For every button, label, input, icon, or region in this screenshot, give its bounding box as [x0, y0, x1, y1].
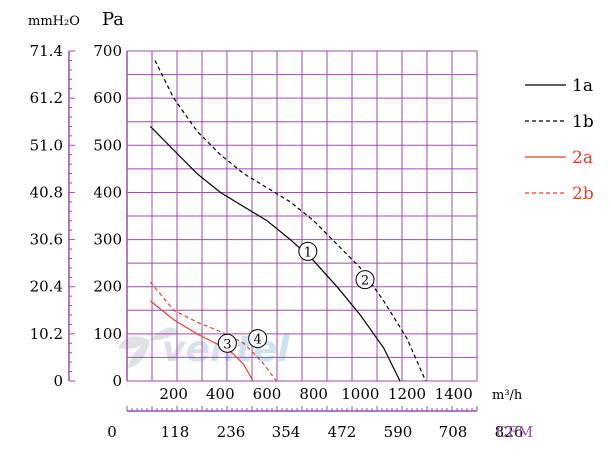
- curve-marker-circle: [298, 241, 318, 261]
- cfm-tick-label: 708: [439, 423, 468, 441]
- pa-tick-label: 600: [93, 89, 122, 107]
- cfm-tick-label: 118: [161, 423, 190, 441]
- series-line-1b: [154, 60, 427, 382]
- series-line-2b: [149, 281, 277, 382]
- pa-tick-label: 0: [112, 372, 122, 390]
- flow-tick-label: 200: [159, 385, 188, 403]
- curve-marker-circle: [217, 333, 237, 353]
- cfm-tick-label: 472: [328, 423, 357, 441]
- mmh2o-axis-unit: mmH₂O: [28, 14, 80, 29]
- cfm-tick-label: 590: [384, 423, 413, 441]
- legend-label: 2a: [572, 148, 593, 168]
- mmh2o-tick-label: 40.8: [30, 183, 63, 201]
- flow-tick-label: 800: [299, 385, 328, 403]
- flow-tick-label: 1200: [388, 385, 426, 403]
- grid: [126, 50, 478, 382]
- mmh2o-tick-label: 0: [53, 372, 63, 390]
- axes: Pa0100200300400500600700mmH₂O71.461.251.…: [28, 9, 533, 441]
- curve-marker-number: 3: [223, 337, 231, 352]
- pa-tick-label: 200: [93, 278, 122, 296]
- mmh2o-tick-label: 10.2: [30, 325, 63, 343]
- series-line-1a: [149, 125, 401, 382]
- pa-tick-label: 300: [93, 231, 122, 249]
- flow-tick-label: 600: [253, 385, 282, 403]
- cfm-tick-label: 354: [272, 423, 301, 441]
- mmh2o-tick-label: 61.2: [30, 89, 63, 107]
- curve-marker-circle: [355, 270, 375, 290]
- legend: 1a 1b 2a 2b: [525, 76, 594, 204]
- curve-marker-number: 2: [361, 274, 369, 289]
- cfm-tick-label: 236: [217, 423, 246, 441]
- mmh2o-tick-label: 71.4: [30, 42, 63, 60]
- curve-marker-number: 1: [304, 245, 312, 260]
- flow-axis-unit: m³/h: [492, 388, 523, 403]
- flow-tick-label: 400: [206, 385, 235, 403]
- curve-marker-circle: [248, 329, 268, 349]
- mmh2o-tick-label: 20.4: [30, 278, 63, 296]
- mmh2o-tick-label: 30.6: [30, 231, 63, 249]
- legend-label: 1b: [572, 112, 594, 132]
- series-layer: [149, 60, 427, 382]
- pa-tick-label: 500: [93, 136, 122, 154]
- cfm-axis-unit: CFM: [496, 423, 533, 441]
- pa-axis-unit: Pa: [102, 9, 124, 30]
- pa-tick-label: 100: [93, 325, 122, 343]
- pa-tick-label: 400: [93, 183, 122, 201]
- legend-label: 2b: [572, 184, 594, 204]
- pa-tick-label: 700: [93, 42, 122, 60]
- cfm-tick-label: 0: [107, 423, 117, 441]
- flow-tick-label: 1400: [435, 385, 473, 403]
- flow-tick-label: 1000: [341, 385, 379, 403]
- mmh2o-tick-label: 51.0: [30, 136, 63, 154]
- cfm-tick-label: 826: [495, 423, 524, 441]
- curve-marker-number: 4: [254, 333, 262, 348]
- curve-markers: 1 2 3 4: [217, 241, 375, 353]
- legend-label: 1a: [572, 76, 593, 96]
